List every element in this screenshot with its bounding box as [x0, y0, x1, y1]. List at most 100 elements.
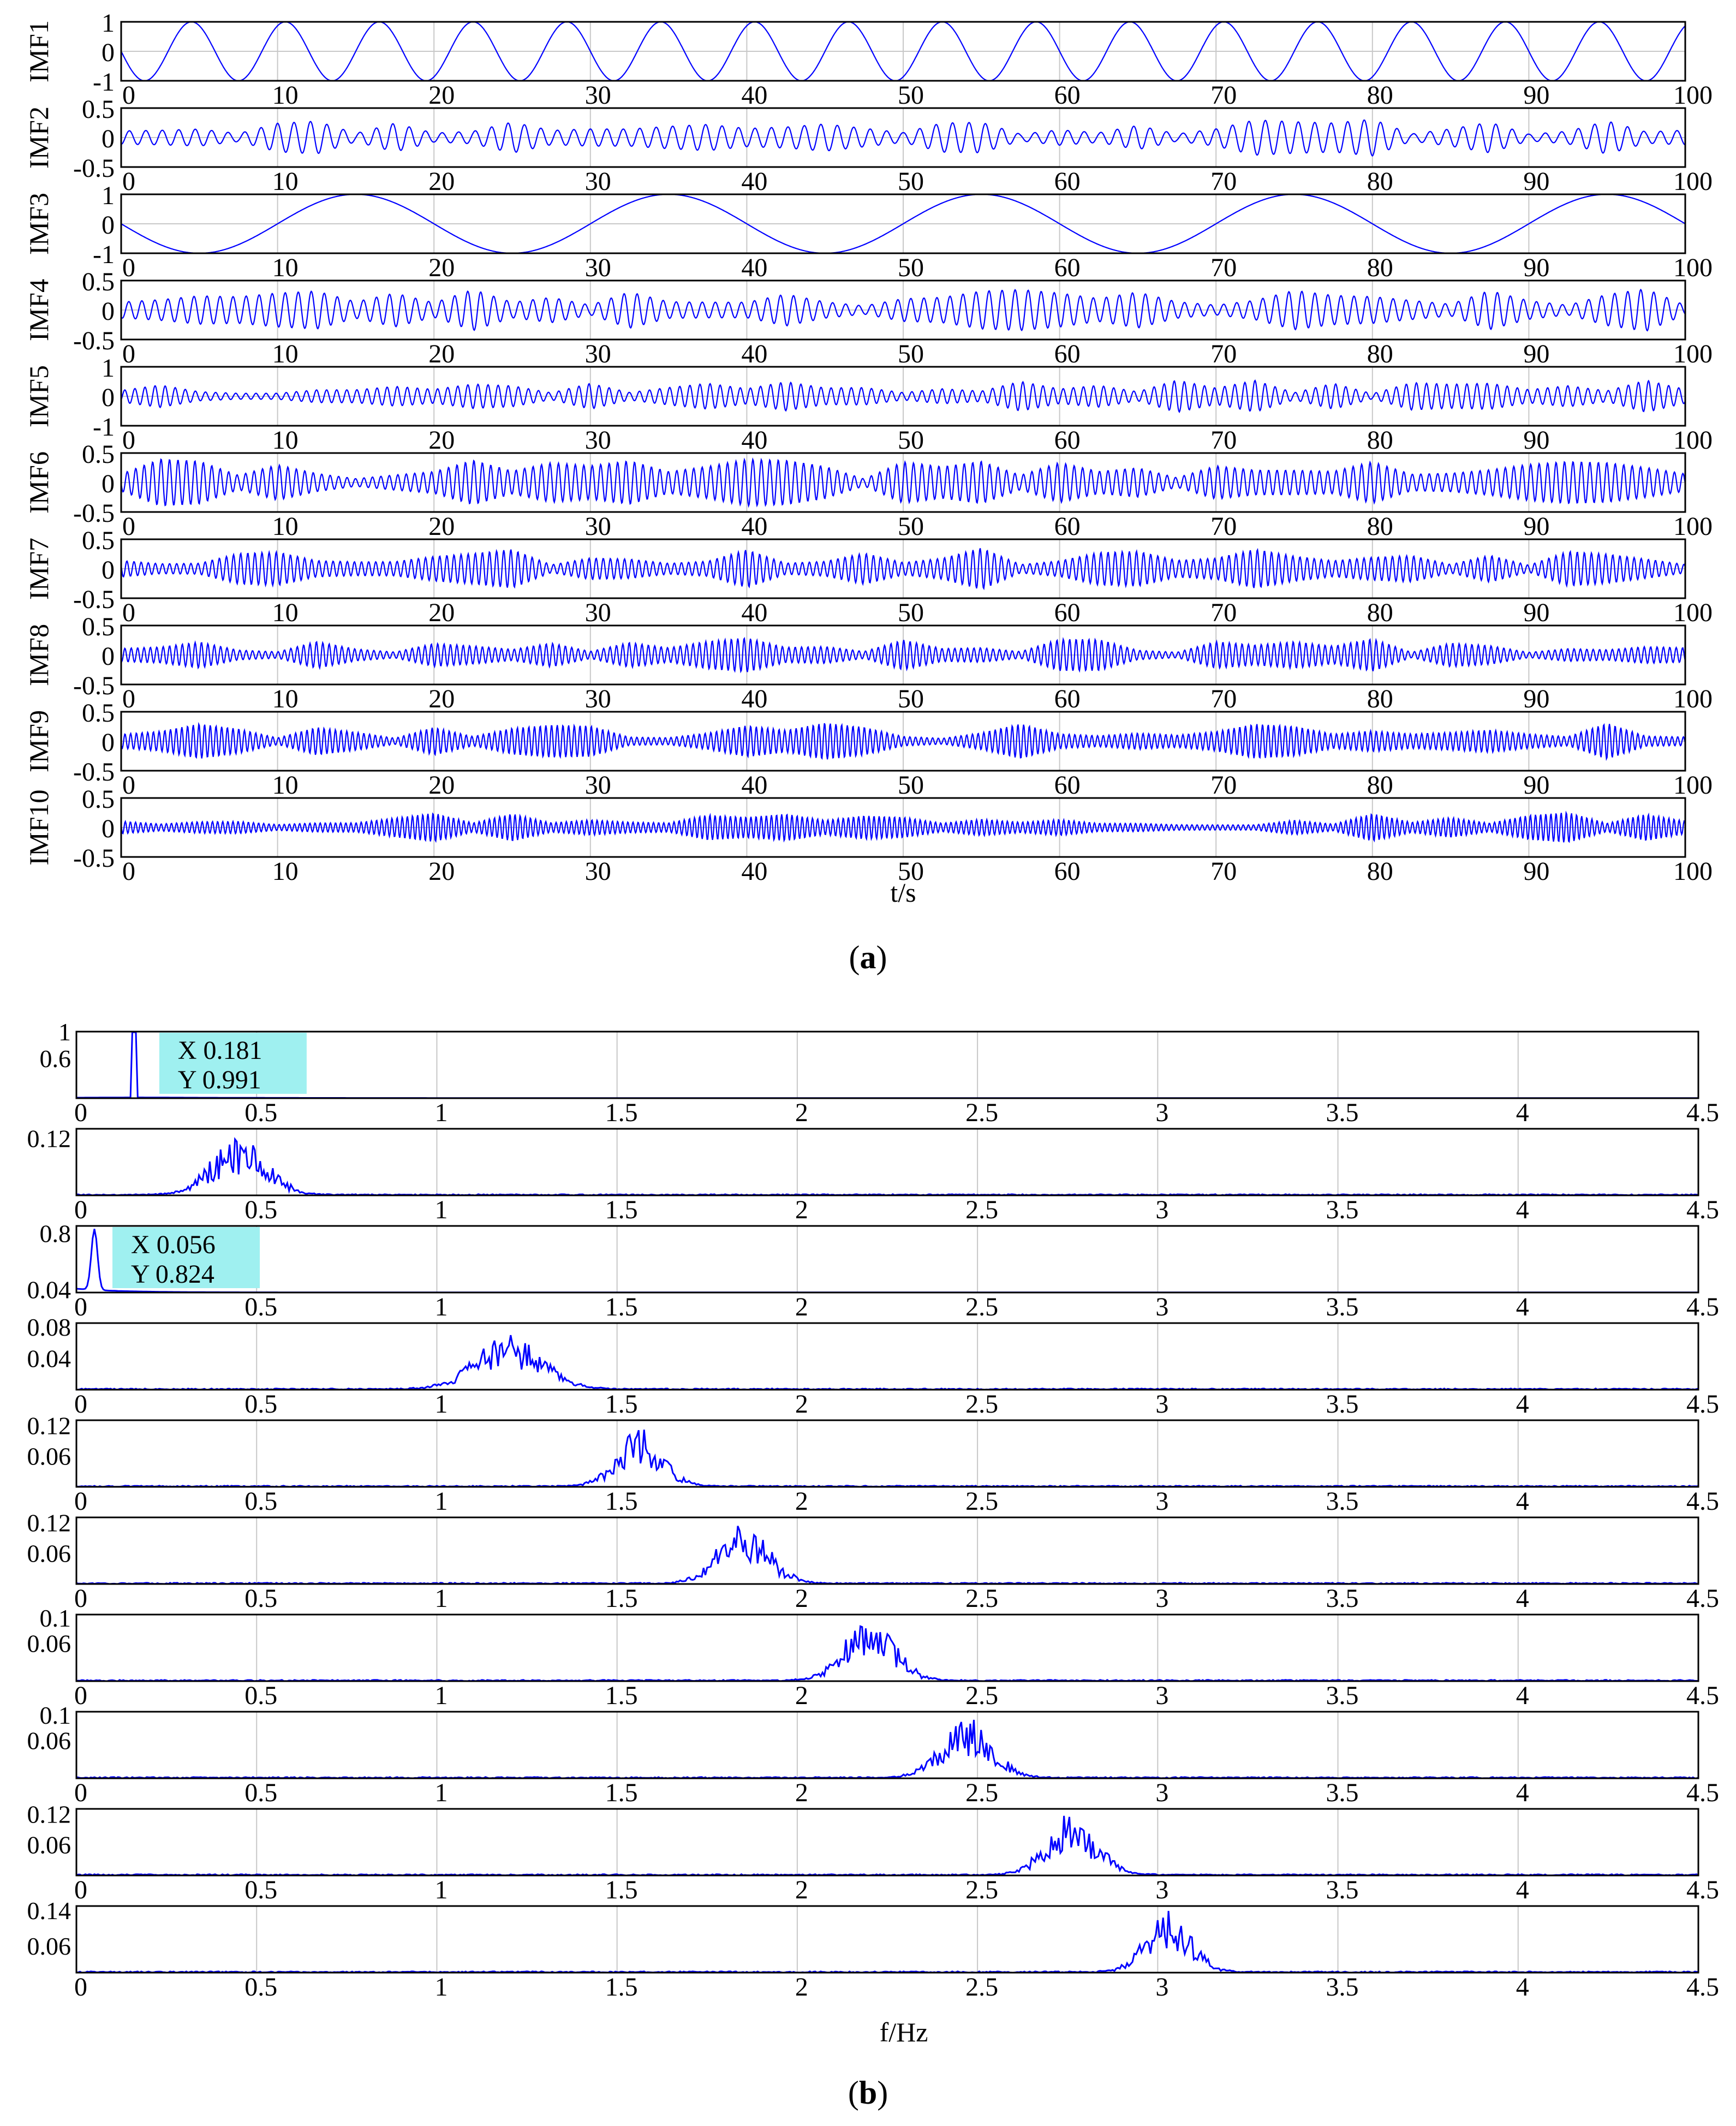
x-tick-label: 30	[585, 598, 611, 627]
x-tick-label: 3	[1155, 1681, 1168, 1710]
x-tick-label: 3	[1155, 1195, 1168, 1224]
x-tick-label: 60	[1054, 426, 1081, 455]
x-tick-label: 2.5	[965, 1584, 998, 1613]
series-label: IMF8	[23, 624, 54, 686]
x-tick-label: 4.5	[1686, 1195, 1719, 1224]
y-tick-label: 0.5	[82, 267, 115, 296]
series-label: IMF7	[23, 538, 54, 600]
x-tick-label: 40	[741, 598, 767, 627]
x-tick-label: 2.5	[965, 1681, 998, 1710]
y-tick-label: 0	[102, 211, 115, 240]
x-tick-label: 30	[585, 771, 611, 800]
spectrum-panel-2: 0.12 0 0.5 1 1.5 2 2.5 3 3.5 4 4.5	[27, 1124, 1720, 1224]
x-tick-label: 80	[1367, 771, 1393, 800]
spectrum-panel-10: 0.14 0.060 0.5 1 1.5 2 2.5 3 3.5 4 4.5	[27, 1897, 1720, 2002]
x-tick-label: 0.5	[244, 1487, 277, 1516]
x-tick-label: 1	[434, 1681, 448, 1710]
imf-signal-line	[121, 193, 1686, 254]
x-tick-label: 80	[1367, 512, 1393, 541]
x-tick-label: 40	[741, 253, 767, 282]
imf-signal-line	[120, 379, 1686, 413]
y-tick-label: 0	[102, 814, 115, 843]
x-tick-label: 0.5	[244, 1681, 277, 1710]
y-tick-label: 0.5	[82, 95, 115, 124]
series-label: IMF4	[23, 279, 54, 341]
x-tick-label: 20	[428, 426, 455, 455]
spectrum-line	[76, 1031, 1698, 1099]
x-tick-label: 40	[741, 340, 767, 368]
x-tick-label: 80	[1367, 857, 1393, 886]
x-tick-label: 0.5	[244, 1098, 277, 1127]
series-label: IMF6	[23, 451, 54, 514]
x-tick-label: 90	[1523, 684, 1549, 713]
x-tick-label: 4.5	[1686, 1584, 1719, 1613]
x-tick-label: 80	[1367, 684, 1393, 713]
y-tick-label: 0.06	[27, 1932, 71, 1960]
x-tick-label: 4.5	[1686, 1875, 1719, 1904]
x-tick-label: 0	[74, 1681, 87, 1710]
x-tick-label: 0	[74, 1098, 87, 1127]
plot-frame	[75, 1613, 1699, 1682]
x-tick-label: 50	[898, 771, 924, 800]
spectrum-panel-9: 0.12 0.060 0.5 1 1.5 2 2.5 3 3.5 4 4.5	[27, 1800, 1720, 1904]
x-tick-label: 70	[1210, 598, 1237, 627]
x-tick-label: 80	[1367, 340, 1393, 368]
y-tick-label: 0.06	[27, 1629, 71, 1657]
x-tick-label: 4	[1516, 1584, 1529, 1613]
spectrum-panel-8: 0.10.060 0.5 1 1.5 2 2.5 3 3.5 4 4.5	[27, 1701, 1720, 1807]
x-tick-label: 4	[1516, 1681, 1529, 1710]
spectrum-line	[76, 1719, 1699, 1779]
plot-frame	[120, 366, 1686, 427]
series-label: IMF5	[23, 365, 54, 427]
y-tick-label: -0.5	[73, 326, 115, 355]
x-tick-label: 40	[741, 81, 767, 110]
x-tick-label: 50	[898, 857, 924, 886]
y-tick-label: -0.5	[73, 499, 115, 528]
x-tick-label: 60	[1054, 81, 1081, 110]
x-tick-label: 50	[898, 426, 924, 455]
y-tick-label: -0.5	[73, 154, 115, 183]
x-tick-label: 2	[795, 1973, 808, 2002]
x-tick-label: 20	[428, 340, 455, 368]
x-tick-label: 2	[795, 1584, 808, 1613]
x-tick-label: 1	[434, 1778, 448, 1807]
x-tick-label: 3.5	[1326, 1875, 1359, 1904]
x-tick-label: 3	[1155, 1584, 1168, 1613]
x-tick-label: 1.5	[605, 1098, 638, 1127]
y-tick-label: 0.04	[27, 1276, 71, 1304]
imf-signal-line	[121, 288, 1686, 332]
y-tick-label: 0.06	[27, 1831, 71, 1859]
y-tick-label: 0	[102, 728, 115, 757]
x-tick-label: 0	[122, 771, 135, 800]
x-tick-label: 90	[1523, 857, 1549, 886]
series-label: IMF10	[23, 790, 54, 866]
y-tick-label: 0.06	[27, 1540, 71, 1568]
x-tick-label: 0	[74, 1973, 87, 2002]
y-tick-label: 0.5	[82, 699, 115, 728]
x-tick-label: 0	[122, 81, 135, 110]
x-tick-label: 10	[272, 771, 299, 800]
x-tick-label: 2	[795, 1195, 808, 1224]
x-tick-label: 100	[1673, 684, 1713, 713]
x-tick-label: 30	[585, 426, 611, 455]
x-tick-label: 3.5	[1326, 1973, 1359, 2002]
datatip-y: Y 0.824	[131, 1260, 214, 1289]
spectrum-line	[76, 1526, 1699, 1585]
y-tick-label: -0.5	[73, 585, 115, 614]
x-tick-label: 3	[1155, 1293, 1168, 1321]
x-tick-label: 3.5	[1326, 1584, 1359, 1613]
x-tick-label: 80	[1367, 426, 1393, 455]
x-tick-label: 100	[1673, 253, 1713, 282]
y-tick-label: 0	[102, 38, 115, 67]
x-tick-label: 2	[795, 1293, 808, 1321]
x-tick-label: 60	[1054, 684, 1081, 713]
x-tick-label: 80	[1367, 598, 1393, 627]
plot-frame	[75, 1516, 1699, 1585]
x-tick-label: 90	[1523, 426, 1549, 455]
plot-frame	[75, 1225, 1699, 1294]
x-tick-label: 70	[1210, 684, 1237, 713]
x-tick-label: 2.5	[965, 1390, 998, 1419]
